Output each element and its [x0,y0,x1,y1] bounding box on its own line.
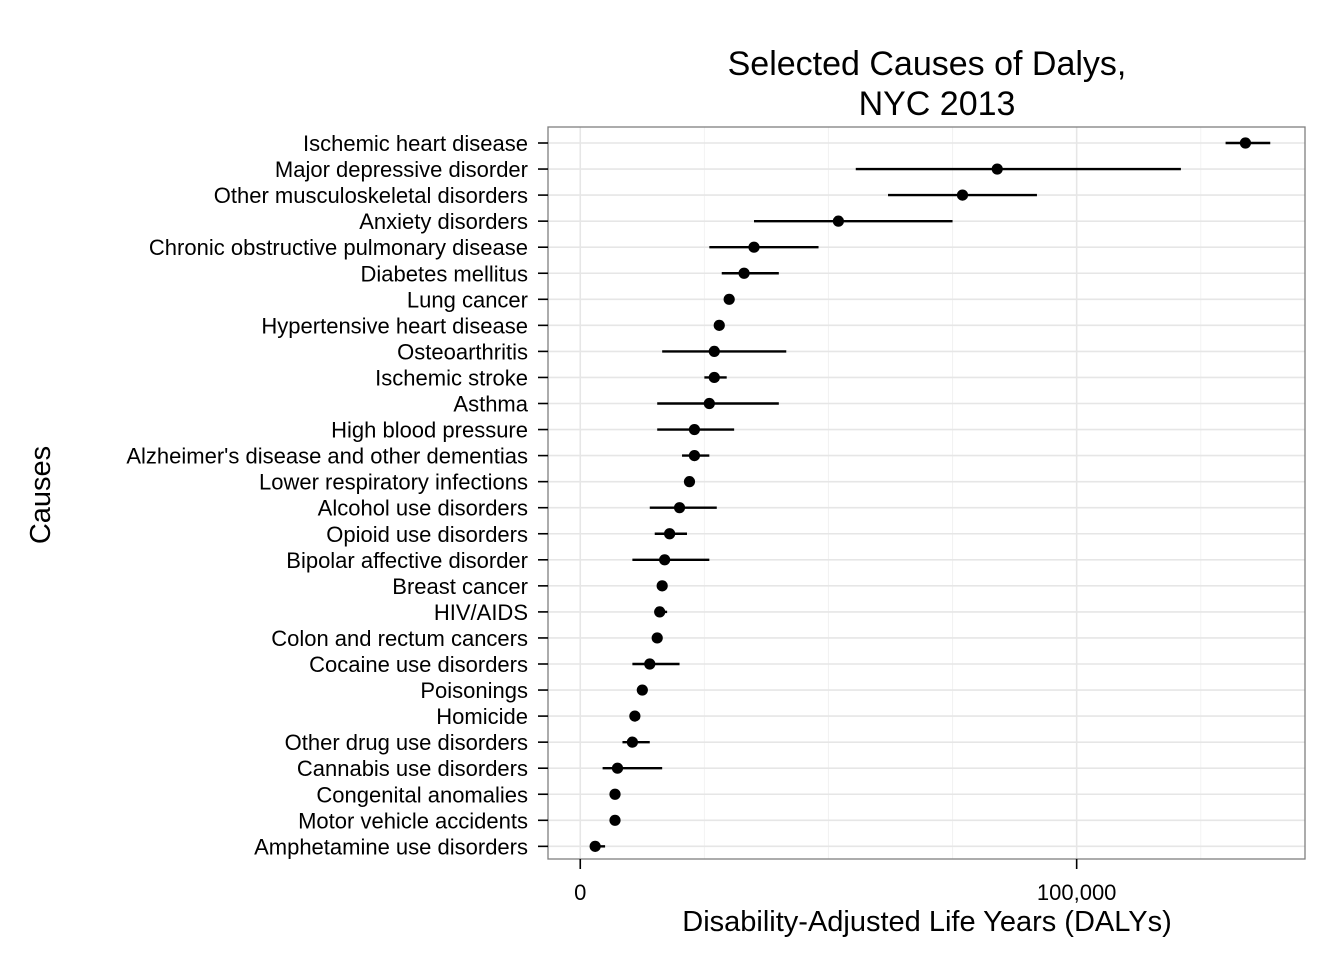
chart-title-line-1: Selected Causes of Dalys, [728,45,1127,83]
chart-title-line-2: NYC 2013 [859,85,1016,123]
y-tick-label: Osteoarthritis [397,339,528,364]
data-point [708,371,720,384]
data-point [688,450,701,462]
data-point [644,658,656,670]
data-point [611,762,624,774]
data-point [723,293,735,305]
y-tick-label: Ischemic stroke [375,365,528,390]
data-point [703,397,715,410]
y-tick-label: High blood pressure [331,418,528,443]
data-point [673,502,686,514]
data-point [654,606,666,618]
y-tick-label: Alcohol use disorders [318,496,528,521]
y-tick-label: Anxiety disorders [359,209,528,234]
y-tick-label: Cocaine use disorders [309,652,528,677]
y-tick-label: Opioid use disorders [326,522,528,547]
y-tick-label: Diabetes mellitus [360,261,528,286]
y-tick-label: Poisonings [420,678,528,703]
data-point [589,840,601,852]
y-tick-label: Other musculoskeletal disorders [214,183,528,208]
y-tick-label: Alzheimer's disease and other dementias [126,444,528,469]
data-point [626,736,638,748]
data-point [651,632,663,644]
plot-background [548,127,1305,859]
data-point [659,554,671,566]
data-point [1239,137,1252,149]
y-tick-label: Chronic obstructive pulmonary disease [149,235,528,260]
y-tick-label: Homicide [436,704,528,729]
data-point [609,814,621,826]
y-tick-label: Lower respiratory infections [259,470,528,495]
data-point [738,267,750,279]
y-tick-label: Lung cancer [407,287,528,312]
data-point [629,710,641,722]
x-tick-label: 0 [574,880,586,905]
y-tick-label: Breast cancer [392,574,528,599]
y-tick-label: Asthma [453,392,528,417]
x-tick-label: 100,000 [1037,880,1117,905]
y-tick-label: Other drug use disorders [285,730,528,755]
data-point [664,528,676,540]
y-tick-label: Ischemic heart disease [303,131,528,156]
data-point [683,476,696,488]
data-point [688,423,701,436]
y-tick-label: Hypertensive heart disease [261,313,528,338]
data-point [956,189,969,201]
x-axis-title: Disability-Adjusted Life Years (DALYs) [682,906,1171,938]
data-point [656,580,668,592]
data-point [748,241,760,253]
data-point [713,319,725,331]
data-point [991,163,1003,175]
y-tick-label: Amphetamine use disorders [254,834,528,859]
y-tick-label: Motor vehicle accidents [298,808,528,833]
y-tick-label: Cannabis use disorders [297,756,528,781]
y-tick-label: Bipolar affective disorder [286,548,528,573]
plot-border [547,126,1306,860]
y-tick-label: HIV/AIDS [434,600,528,625]
data-point [832,215,844,227]
y-tick-label: Major depressive disorder [275,157,528,182]
data-point [708,345,720,357]
data-point [636,684,648,696]
y-tick-label: Congenital anomalies [316,782,528,807]
data-point [609,788,621,800]
y-axis-title: Causes [25,446,57,544]
y-tick-label: Colon and rectum cancers [271,626,528,651]
